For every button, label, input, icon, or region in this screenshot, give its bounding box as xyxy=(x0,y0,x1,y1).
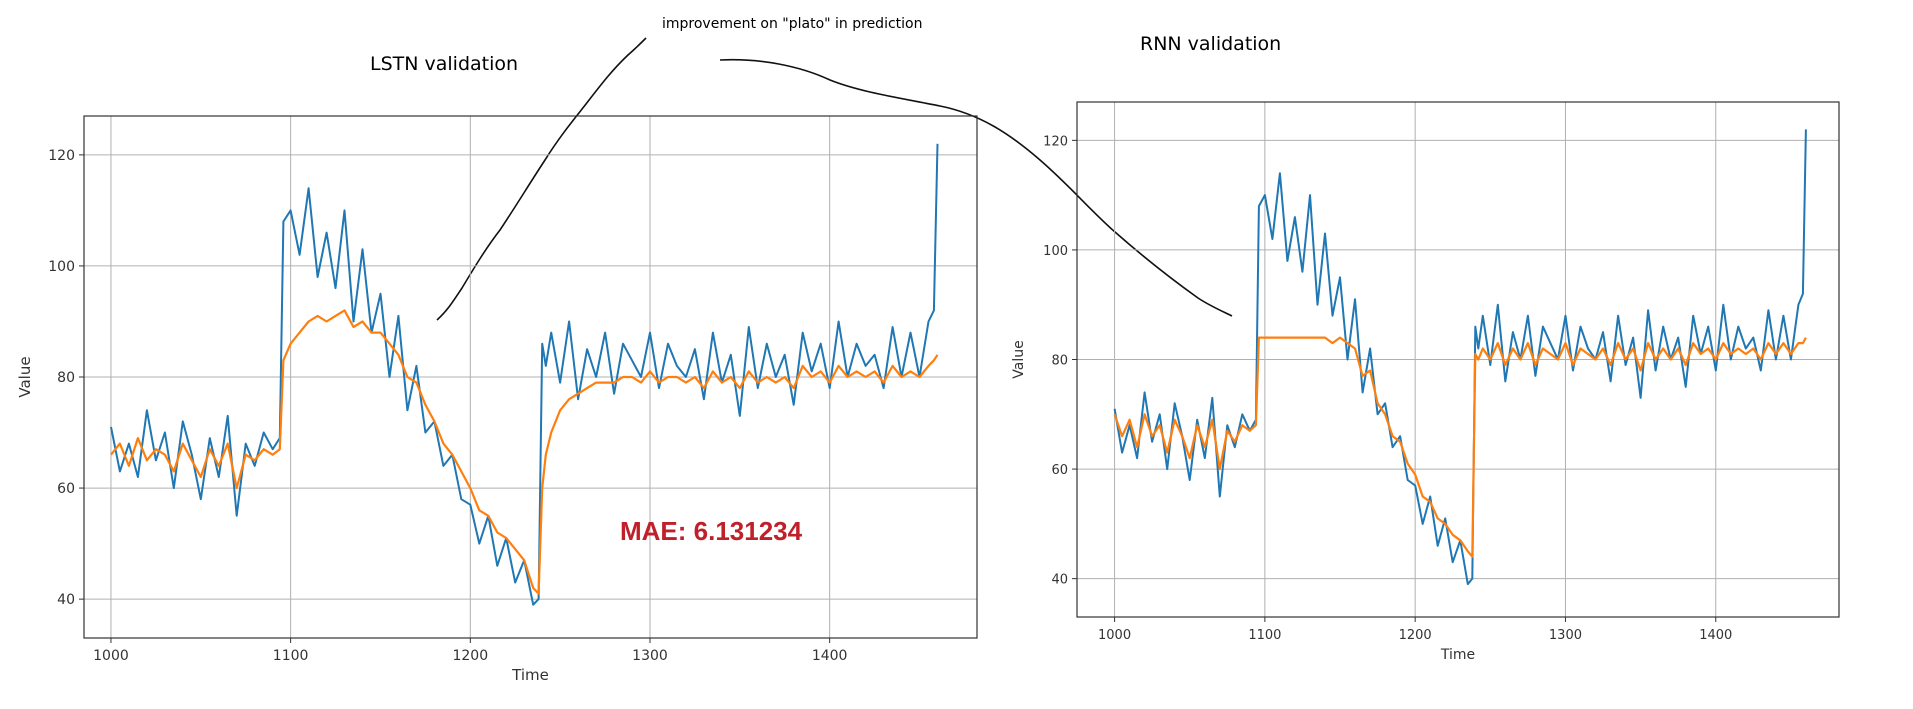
rnn-series-actual-line xyxy=(1113,129,1807,586)
rnn-grid xyxy=(1077,102,1839,617)
lstn-y-tick-label: 100 xyxy=(48,259,75,275)
rnn-y-tick-label: 100 xyxy=(1043,244,1068,259)
lstn-series xyxy=(110,143,939,606)
rnn-x-tick-label: 1300 xyxy=(1549,628,1582,643)
lstn-x-tick-label: 1400 xyxy=(812,648,848,664)
right-panel-title: RNN validation xyxy=(1140,33,1281,55)
lstn-series-actual-line xyxy=(110,143,939,606)
rnn-chart: 1000 1100 1200 1300 1400 40 60 80 100 120 Time Va… xyxy=(1011,101,1840,663)
rnn-x-tick-label: 1400 xyxy=(1699,628,1732,643)
annotation-stroke-right xyxy=(719,58,1233,317)
rnn-y-tick-label: 40 xyxy=(1051,573,1068,588)
annotation-note: improvement on "plato" in prediction xyxy=(662,16,922,32)
lstn-y-tick-label: 40 xyxy=(57,592,75,608)
rnn-x-tick-label: 1000 xyxy=(1098,628,1131,643)
rnn-x-tick-label: 1100 xyxy=(1248,628,1281,643)
rnn-series xyxy=(1113,129,1807,586)
rnn-y-tick-label: 60 xyxy=(1051,463,1068,478)
lstn-ticks: 1000 1100 1200 1300 1400 40 60 80 100 120 xyxy=(48,148,847,664)
rnn-y-axis-label: Value xyxy=(1011,340,1027,378)
rnn-x-tick-label: 1200 xyxy=(1399,628,1432,643)
rnn-ticks: 1000 1100 1200 1300 1400 40 60 80 100 120 xyxy=(1043,134,1732,643)
rnn-y-tick-label: 120 xyxy=(1043,134,1068,149)
lstn-x-tick-label: 1000 xyxy=(93,648,129,664)
lstn-series-predicted-line xyxy=(110,309,939,595)
lstn-chart: 1000 1100 1200 1300 1400 40 60 80 100 120 Time Va… xyxy=(16,115,978,684)
lstn-grid xyxy=(84,116,977,638)
lstn-y-tick-label: 80 xyxy=(57,370,75,386)
lstn-y-tick-label: 60 xyxy=(57,481,75,497)
left-panel-title: LSTN validation xyxy=(370,53,518,75)
lstn-x-tick-label: 1200 xyxy=(452,648,488,664)
lstn-y-tick-label: 120 xyxy=(48,148,75,164)
rnn-x-axis-label: Time xyxy=(1440,647,1475,663)
lstn-x-axis-label: Time xyxy=(511,666,549,684)
rnn-series-predicted-line xyxy=(1113,336,1807,558)
rnn-y-tick-label: 80 xyxy=(1051,354,1068,369)
lstn-x-tick-label: 1100 xyxy=(273,648,309,664)
lstn-x-tick-label: 1300 xyxy=(632,648,668,664)
annotation-stroke-left xyxy=(436,37,647,321)
mae-label: MAE: 6.131234 xyxy=(620,516,803,546)
lstn-y-axis-label: Value xyxy=(16,356,34,397)
